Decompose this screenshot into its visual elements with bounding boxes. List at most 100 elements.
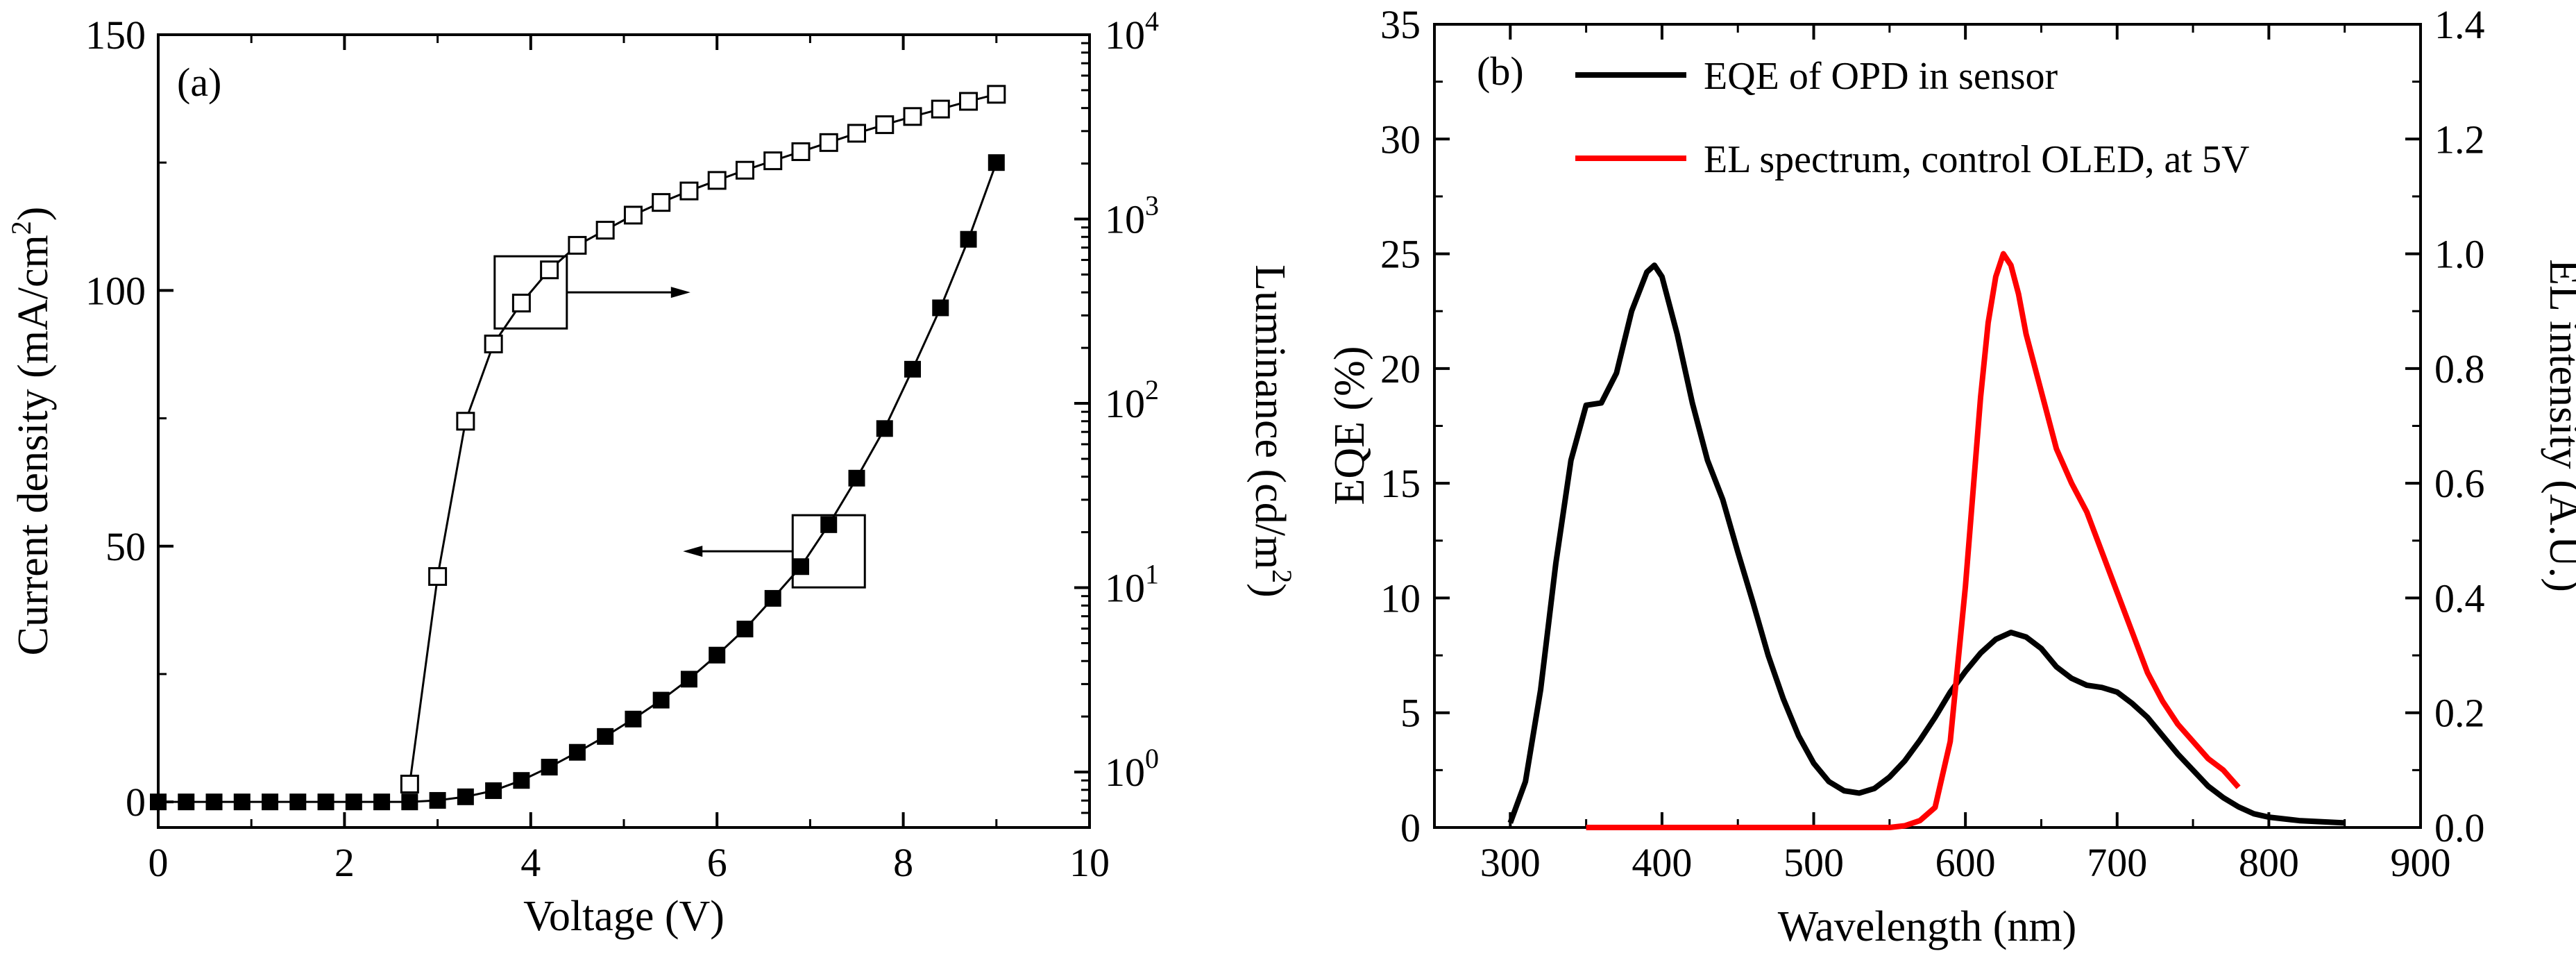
x-tick-label: 8	[893, 840, 913, 885]
panel-a: (a) 0 2 4 6 8 10 0 50 100 150 100 101 102 103 104 Vo…	[6, 6, 1298, 940]
annotation-arrowhead	[683, 546, 703, 557]
current-density-point	[764, 589, 781, 607]
current-density-point	[709, 646, 726, 664]
current-density-point	[597, 728, 614, 745]
panel-a-x-ticks: 0 2 4 6 8 10	[149, 35, 1110, 885]
y-left-tick-label: 25	[1380, 232, 1421, 277]
y-right-tick-label: 0.4	[2434, 575, 2485, 621]
current-density-point	[373, 793, 391, 811]
annotation-arrowhead	[670, 287, 690, 299]
panel-b-legend: EQE of OPD in sensor EL spectrum, contro…	[1575, 55, 2249, 181]
current-density-point	[289, 793, 307, 811]
panel-a-right-y-ticks: 100 101 102 103 104	[1074, 6, 1159, 829]
luminance-point	[959, 92, 978, 111]
y-right-tick-label: 103	[1105, 190, 1159, 242]
y-left-tick-label: 100	[85, 268, 146, 313]
panel-b-label: (b)	[1477, 49, 1524, 94]
panel-b-right-y-ticks: 0.0 0.2 0.4 0.6 0.8 1.0 1.2 1.4	[2405, 2, 2485, 850]
luminance-point	[931, 99, 950, 119]
panel-a-left-y-ticks: 0 50 100 150	[85, 12, 173, 825]
luminance-point	[511, 294, 531, 313]
y-left-tick-label: 150	[85, 12, 146, 58]
y-right-tick-label: 104	[1105, 6, 1159, 58]
panel-a-left-y-title-sup: 2	[6, 221, 37, 235]
luminance-point	[400, 774, 419, 793]
luminance-point	[763, 151, 783, 171]
current-density-point	[876, 420, 893, 437]
y-right-tick-label: 0.2	[2434, 691, 2485, 736]
panel-b-left-y-axis-title: EQE (%)	[1326, 346, 1373, 505]
panel-a-right-y-title-suffix: )	[1246, 583, 1294, 598]
luminance-point	[595, 221, 615, 240]
panel-a-x-axis-title: Voltage (V)	[523, 893, 724, 940]
luminance-point	[819, 133, 838, 152]
y-right-tick-label: 101	[1105, 559, 1159, 611]
luminance-point	[847, 124, 866, 143]
panel-a-left-y-title-suffix: )	[10, 207, 57, 221]
y-left-tick-label: 0	[1400, 805, 1421, 850]
luminance-point	[791, 142, 811, 161]
current-density-point	[652, 691, 670, 709]
panel-a-label: (a)	[177, 60, 221, 105]
current-density-point	[233, 793, 251, 811]
panel-b-series	[1507, 251, 2345, 830]
panel-b-right-y-axis-title: EL intensity (A.U.)	[2541, 259, 2576, 592]
current-density-point	[513, 772, 530, 789]
panel-a-right-y-title-sup: 2	[1266, 569, 1298, 583]
y-right-tick-label: 0.6	[2434, 461, 2485, 506]
current-density-point	[932, 299, 949, 317]
panel-a-plot-frame	[157, 33, 1091, 829]
luminance-series	[400, 85, 1006, 793]
current-density-point	[345, 793, 362, 811]
luminance-point	[707, 171, 727, 190]
y-right-tick-label: 1.0	[2434, 232, 2485, 277]
x-tick-label: 400	[1632, 840, 1692, 885]
current-density-point	[541, 759, 558, 776]
panel-a-right-y-axis-title: Luminance (cd/m2)	[1246, 264, 1298, 598]
current-density-point	[178, 793, 195, 811]
current-density-point	[820, 516, 838, 533]
current-density-point	[401, 793, 418, 811]
luminance-point	[987, 85, 1006, 104]
luminance-line	[408, 93, 997, 784]
y-left-tick-label: 35	[1380, 2, 1421, 47]
current-density-series	[150, 154, 1005, 811]
x-tick-label: 500	[1783, 840, 1844, 885]
current-density-line	[158, 162, 998, 803]
y-right-tick-label: 102	[1105, 374, 1159, 426]
luminance-point	[484, 334, 503, 353]
x-tick-label: 300	[1480, 840, 1541, 885]
y-right-tick-label: 1.2	[2434, 117, 2485, 162]
x-tick-label: 10	[1069, 840, 1110, 885]
y-right-tick-label: 0.8	[2434, 346, 2485, 392]
current-density-point	[792, 558, 809, 575]
y-left-tick-label: 5	[1400, 691, 1421, 736]
y-right-tick-label: 100	[1105, 743, 1159, 795]
y-left-tick-label: 50	[105, 524, 146, 569]
legend-label-el: EL spectrum, control OLED, at 5V	[1704, 138, 2249, 181]
y-right-tick-label: 1.4	[2434, 2, 2485, 47]
current-density-point	[988, 154, 1005, 171]
luminance-point	[735, 160, 754, 180]
luminance-point	[623, 205, 643, 225]
current-density-point	[485, 782, 502, 799]
current-density-point	[736, 621, 754, 638]
y-left-tick-label: 20	[1380, 346, 1421, 392]
panel-a-left-y-axis-title: Current density (mA/cm2)	[6, 207, 57, 656]
luminance-point	[428, 566, 448, 586]
y-left-tick-label: 30	[1380, 117, 1421, 162]
panel-b-left-y-ticks: 0 5 10 15 20 25 30 35	[1380, 2, 1450, 850]
y-left-tick-label: 0	[126, 780, 146, 825]
panel-a-right-y-title-text: Luminance (cd/m	[1246, 264, 1294, 569]
current-density-point	[457, 788, 474, 805]
legend-label-eqe: EQE of OPD in sensor	[1704, 55, 2058, 98]
x-tick-label: 4	[520, 840, 541, 885]
luminance-point	[568, 235, 587, 255]
luminance-point	[652, 193, 671, 212]
panel-b: (b) 300 400 500 600 700 800 900 0 5 10 15 20 25 30 35…	[1326, 2, 2576, 950]
current-density-point	[150, 793, 167, 811]
x-tick-label: 600	[1935, 840, 1996, 885]
eqe-curve	[1507, 262, 2345, 826]
panel-b-x-ticks: 300 400 500 600 700 800 900	[1433, 24, 2451, 885]
